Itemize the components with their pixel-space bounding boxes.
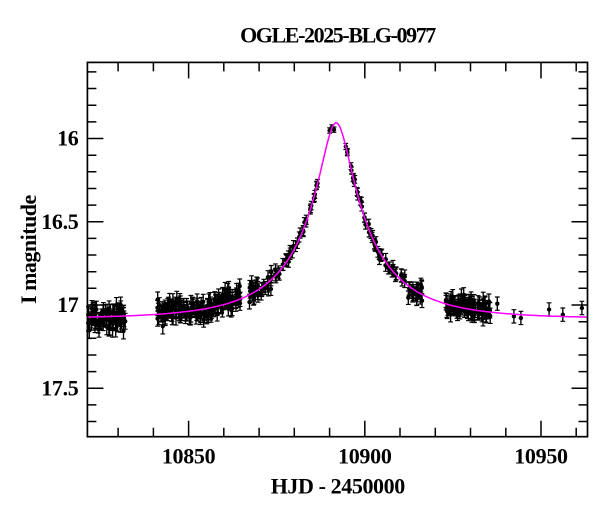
- svg-text:OGLE-2025-BLG-0977: OGLE-2025-BLG-0977: [240, 23, 436, 48]
- svg-text:17: 17: [57, 292, 79, 317]
- svg-text:10900: 10900: [338, 444, 392, 469]
- svg-text:I magnitude: I magnitude: [16, 194, 41, 304]
- svg-text:16: 16: [57, 126, 79, 151]
- svg-text:10950: 10950: [514, 444, 568, 469]
- svg-text:16.5: 16.5: [41, 209, 79, 234]
- svg-text:HJD - 2450000: HJD - 2450000: [271, 474, 406, 499]
- svg-text:10850: 10850: [162, 444, 216, 469]
- svg-text:17.5: 17.5: [41, 375, 79, 400]
